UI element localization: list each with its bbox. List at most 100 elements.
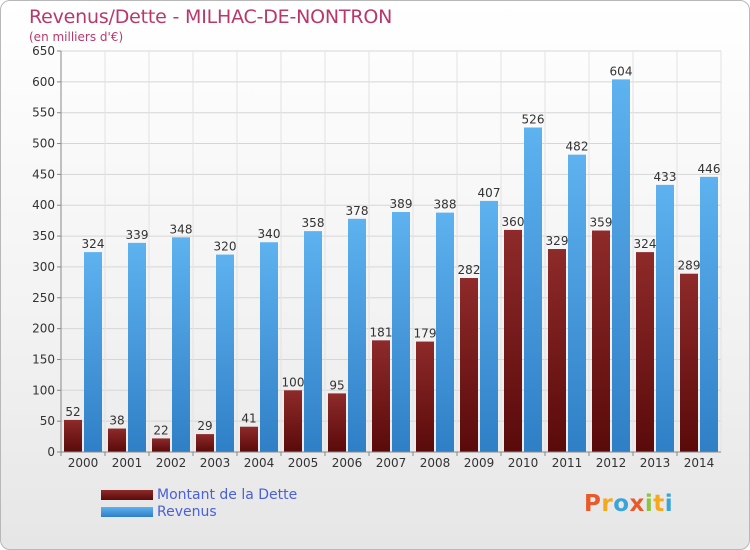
legend-swatch-revenus bbox=[101, 507, 153, 517]
chart-title: Revenus/Dette - MILHAC-DE-NONTRON bbox=[29, 6, 393, 28]
data-label-revenus-2009: 407 bbox=[478, 186, 501, 200]
proxiti-logo: Proxiti bbox=[584, 491, 673, 517]
logo-letter-5: t bbox=[653, 491, 665, 517]
bar-revenus-2012 bbox=[612, 79, 630, 452]
data-label-revenus-2012: 604 bbox=[610, 64, 633, 78]
y-tick-label-450: 450 bbox=[32, 167, 55, 181]
data-label-debt-2008: 179 bbox=[414, 327, 437, 341]
data-label-revenus-2005: 358 bbox=[302, 216, 325, 230]
x-tick-label-2013: 2013 bbox=[640, 456, 671, 470]
axes: 0 50 100 150 200 250 300 350 400 450 500 550 600 650 2… bbox=[32, 44, 721, 470]
x-tick-label-2008: 2008 bbox=[420, 456, 451, 470]
y-tick-label-400: 400 bbox=[32, 198, 55, 212]
data-label-debt-2014: 289 bbox=[678, 259, 701, 273]
bar-debt-2000 bbox=[64, 419, 82, 452]
data-label-revenus-2008: 388 bbox=[434, 198, 457, 212]
data-label-revenus-2006: 378 bbox=[346, 204, 369, 218]
data-label-debt-2013: 324 bbox=[634, 237, 657, 251]
bar-revenus-2000 bbox=[84, 252, 102, 452]
legend-swatch-debt bbox=[101, 490, 153, 500]
bar-revenus-2010 bbox=[524, 127, 542, 452]
bars bbox=[64, 79, 718, 453]
data-label-revenus-2000: 324 bbox=[82, 237, 105, 251]
x-tick-label-2002: 2002 bbox=[156, 456, 187, 470]
logo-letter-2: o bbox=[613, 491, 630, 517]
x-tick-label-2000: 2000 bbox=[68, 456, 99, 470]
x-tick-label-2005: 2005 bbox=[288, 456, 319, 470]
data-label-revenus-2003: 320 bbox=[214, 240, 237, 254]
data-label-debt-2005: 100 bbox=[282, 375, 305, 389]
data-label-revenus-2010: 526 bbox=[522, 112, 545, 126]
bar-debt-2009 bbox=[460, 278, 478, 452]
logo-letter-0: P bbox=[584, 491, 602, 517]
bar-revenus-2002 bbox=[172, 237, 190, 452]
y-tick-label-200: 200 bbox=[32, 322, 55, 336]
x-tick-label-2014: 2014 bbox=[684, 456, 715, 470]
bar-revenus-2003 bbox=[216, 254, 234, 452]
data-label-debt-2000: 52 bbox=[65, 405, 80, 419]
bar-debt-2003 bbox=[196, 434, 214, 452]
y-tick-label-0: 0 bbox=[47, 445, 55, 459]
bar-revenus-2007 bbox=[392, 212, 410, 452]
x-tick-label-2010: 2010 bbox=[508, 456, 539, 470]
bar-revenus-2011 bbox=[568, 154, 586, 453]
bar-debt-2002 bbox=[152, 438, 170, 452]
bar-revenus-2013 bbox=[656, 184, 674, 452]
bar-debt-2007 bbox=[372, 340, 390, 452]
x-tick-label-2003: 2003 bbox=[200, 456, 231, 470]
x-tick-label-2012: 2012 bbox=[596, 456, 627, 470]
y-tick-label-100: 100 bbox=[32, 383, 55, 397]
data-label-debt-2004: 41 bbox=[241, 412, 256, 426]
y-tick-label-300: 300 bbox=[32, 260, 55, 274]
x-tick-label-2006: 2006 bbox=[332, 456, 363, 470]
y-tick-label-150: 150 bbox=[32, 352, 55, 366]
data-label-revenus-2007: 389 bbox=[390, 197, 413, 211]
logo-letter-6: i bbox=[664, 491, 674, 517]
bar-debt-2001 bbox=[108, 428, 126, 452]
y-tick-label-250: 250 bbox=[32, 291, 55, 305]
data-label-revenus-2013: 433 bbox=[654, 170, 677, 184]
x-tick-label-2007: 2007 bbox=[376, 456, 407, 470]
data-label-revenus-2002: 348 bbox=[170, 222, 193, 236]
legend-label-revenus: Revenus bbox=[157, 504, 217, 520]
data-label-debt-2007: 181 bbox=[370, 325, 393, 339]
logo-letter-4: i bbox=[644, 491, 654, 517]
x-tick-label-2004: 2004 bbox=[244, 456, 275, 470]
bar-revenus-2014 bbox=[700, 176, 718, 453]
data-label-debt-2012: 359 bbox=[590, 216, 613, 230]
data-label-debt-2009: 282 bbox=[458, 263, 481, 277]
y-tick-label-350: 350 bbox=[32, 229, 55, 243]
bar-revenus-2006 bbox=[348, 218, 366, 452]
y-tick-label-650: 650 bbox=[32, 44, 55, 58]
data-labels: 52 324 38 339 22 348 29 320 41 340 100 358 95 378 181 3… bbox=[65, 64, 720, 437]
bar-revenus-2008 bbox=[436, 212, 454, 452]
data-label-debt-2001: 38 bbox=[109, 414, 124, 428]
data-label-debt-2006: 95 bbox=[329, 378, 344, 392]
y-tick-label-550: 550 bbox=[32, 106, 55, 120]
chart-subtitle: (en milliers d'€) bbox=[29, 30, 124, 44]
y-tick-label-500: 500 bbox=[32, 137, 55, 151]
bar-debt-2014 bbox=[680, 273, 698, 452]
y-tick-label-600: 600 bbox=[32, 75, 55, 89]
data-label-debt-2003: 29 bbox=[197, 419, 212, 433]
bar-revenus-2001 bbox=[128, 242, 146, 452]
bar-debt-2013 bbox=[636, 252, 654, 452]
bar-debt-2012 bbox=[592, 230, 610, 452]
x-tick-label-2009: 2009 bbox=[464, 456, 495, 470]
bar-debt-2010 bbox=[504, 229, 522, 452]
bar-debt-2011 bbox=[548, 249, 566, 452]
data-label-revenus-2014: 446 bbox=[698, 162, 721, 176]
bar-revenus-2004 bbox=[260, 242, 278, 452]
logo-letter-1: r bbox=[601, 491, 614, 517]
data-label-revenus-2011: 482 bbox=[566, 140, 589, 154]
data-label-revenus-2004: 340 bbox=[258, 227, 281, 241]
data-label-debt-2010: 360 bbox=[502, 215, 525, 229]
bar-revenus-2005 bbox=[304, 231, 322, 452]
logo-letter-3: x bbox=[629, 491, 645, 517]
data-label-debt-2011: 329 bbox=[546, 234, 569, 248]
x-tick-label-2001: 2001 bbox=[112, 456, 143, 470]
bar-debt-2004 bbox=[240, 426, 258, 452]
bar-debt-2008 bbox=[416, 341, 434, 452]
